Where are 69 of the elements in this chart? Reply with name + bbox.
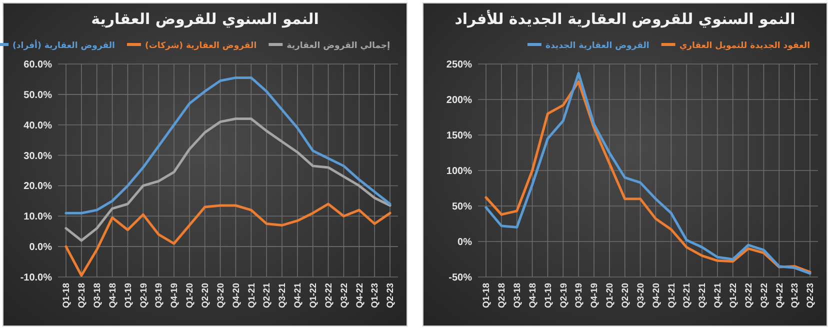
- x-tick-label: Q1-22: [728, 283, 738, 308]
- x-tick-label: Q3-18: [512, 283, 522, 308]
- y-tick-label: 20.0%: [24, 181, 52, 192]
- y-tick-label: 200%: [446, 95, 472, 106]
- x-tick-label: Q3-21: [697, 283, 708, 308]
- x-tick-label: Q3-22: [338, 283, 349, 308]
- line-series: [64, 118, 392, 242]
- x-tick-label: Q4-19: [169, 283, 180, 308]
- x-tick-label: Q1-18: [61, 283, 72, 308]
- line-series: [64, 76, 392, 214]
- x-tick-label: Q1-19: [542, 283, 553, 308]
- x-tick-label: Q4-22: [354, 283, 364, 308]
- legend-label: إجمالي القروض العقارية: [286, 41, 390, 51]
- x-tick-label: Q1-23: [790, 283, 800, 308]
- x-tick-label: Q1-19: [122, 283, 133, 308]
- y-tick-label: 40.0%: [24, 120, 52, 132]
- y-tick-label: 10.0%: [24, 212, 52, 223]
- x-tick-label: Q1-20: [604, 283, 615, 308]
- x-tick-label: Q3-21: [277, 283, 288, 308]
- chart-title: النمو السنوي للقروض العقارية: [91, 10, 319, 28]
- x-tick-label: Q1-21: [666, 283, 676, 308]
- legend-label: العقود الجديدة للتمويل العقاري: [679, 41, 810, 51]
- legend-label: القروض العقارية الجديدة: [545, 41, 650, 51]
- x-tick-label: Q4-20: [650, 283, 661, 308]
- x-tick-label: Q2-19: [558, 283, 568, 308]
- x-tick-label: Q3-19: [574, 283, 584, 308]
- x-tick-label: Q2-21: [262, 283, 272, 308]
- y-tick-label: -50%: [448, 272, 472, 284]
- x-tick-label: Q4-21: [292, 283, 303, 308]
- y-tick-label: 100%: [446, 166, 472, 177]
- x-tick-label: Q2-20: [200, 283, 210, 308]
- x-tick-label: Q3-18: [92, 283, 102, 308]
- y-tick-label: 30.0%: [24, 150, 52, 162]
- y-tick-label: 60.0%: [24, 60, 52, 70]
- x-tick-label: Q3-20: [215, 283, 226, 308]
- y-tick-label: 50.0%: [24, 90, 52, 101]
- x-tick-label: Q2-18: [76, 283, 87, 308]
- x-tick-label: Q2-23: [385, 283, 396, 308]
- x-tick-label: Q1-18: [481, 283, 492, 308]
- legend-label: القروض العقارية (شركات): [144, 41, 257, 51]
- y-tick-label: 150%: [446, 130, 472, 142]
- x-tick-label: Q4-18: [107, 283, 118, 308]
- y-tick-label: 250%: [446, 60, 472, 70]
- x-tick-label: Q2-23: [805, 283, 816, 308]
- x-tick-label: Q3-22: [758, 283, 769, 308]
- y-tick-label: 50%: [452, 202, 472, 212]
- x-tick-label: Q1-23: [370, 283, 380, 308]
- y-tick-label: 0.0%: [29, 242, 52, 254]
- x-tick-label: Q2-18: [496, 283, 507, 308]
- y-tick-label: 0%: [458, 237, 472, 248]
- line-series: [64, 202, 392, 277]
- x-tick-label: Q4-22: [774, 283, 784, 308]
- x-tick-label: Q1-20: [184, 283, 195, 308]
- x-tick-label: Q2-19: [138, 283, 148, 308]
- x-tick-label: Q4-20: [230, 283, 241, 308]
- x-tick-label: Q2-22: [743, 283, 754, 308]
- x-tick-label: Q3-20: [635, 283, 646, 308]
- x-tick-label: Q2-20: [620, 283, 630, 308]
- y-tick-label: -10.0%: [20, 272, 52, 284]
- x-tick-label: Q1-22: [308, 283, 318, 308]
- x-tick-label: Q3-19: [154, 283, 164, 308]
- x-tick-label: Q4-19: [589, 283, 600, 308]
- x-tick-label: Q4-21: [712, 283, 723, 308]
- x-tick-label: Q2-22: [323, 283, 334, 308]
- chart-title: النمو السنوي للقروض العقارية الجديدة للأفراد: [454, 9, 796, 28]
- x-tick-label: Q1-21: [246, 283, 256, 308]
- x-tick-label: Q4-18: [527, 283, 538, 308]
- x-tick-label: Q2-21: [682, 283, 692, 308]
- legend-label: القروض العقارية (أفراد): [12, 39, 116, 51]
